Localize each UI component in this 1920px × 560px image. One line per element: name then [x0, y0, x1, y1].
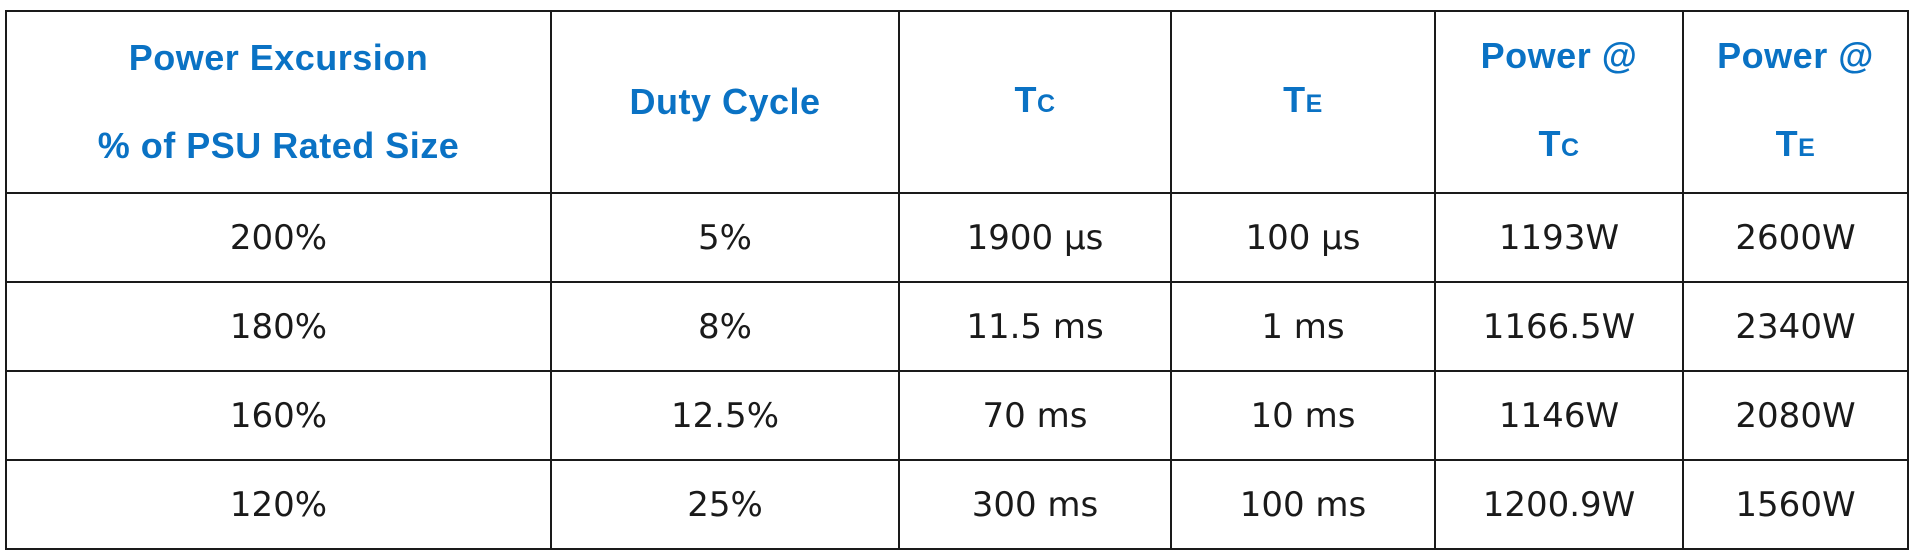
- cell-power-te: 1560W: [1682, 459, 1909, 550]
- table-row: 200% 5% 1900 μs 100 μs 1193W 2600W: [5, 192, 1909, 283]
- header-power-at-te: Power @ TE: [1682, 10, 1909, 194]
- header-power-at-tc-main: T: [1538, 123, 1561, 164]
- cell-excursion: 160%: [5, 370, 552, 461]
- cell-excursion: 180%: [5, 281, 552, 372]
- cell-tc: 1900 μs: [898, 192, 1172, 283]
- header-power-at-te-line2: TE: [1684, 100, 1907, 192]
- cell-duty-cycle: 8%: [550, 281, 900, 372]
- cell-power-tc: 1146W: [1434, 370, 1684, 461]
- cell-excursion: 200%: [5, 192, 552, 283]
- table-row: 180% 8% 11.5 ms 1 ms 1166.5W 2340W: [5, 281, 1909, 372]
- header-power-excursion-line2: % of PSU Rated Size: [97, 125, 460, 166]
- header-power-at-tc-line2: TC: [1436, 100, 1682, 192]
- cell-excursion: 120%: [5, 459, 552, 550]
- header-te: TE: [1170, 10, 1436, 194]
- header-tc: TC: [898, 10, 1172, 194]
- cell-duty-cycle: 12.5%: [550, 370, 900, 461]
- power-excursion-table: Power Excursion % of PSU Rated Size Duty…: [5, 10, 1909, 550]
- table-row: 120% 25% 300 ms 100 ms 1200.9W 1560W: [5, 459, 1909, 550]
- header-power-excursion-line1: Power Excursion: [128, 37, 429, 78]
- cell-te: 10 ms: [1170, 370, 1436, 461]
- cell-te: 100 ms: [1170, 459, 1436, 550]
- header-power-at-tc-line1: Power @: [1480, 35, 1638, 76]
- cell-te: 1 ms: [1170, 281, 1436, 372]
- cell-power-te: 2340W: [1682, 281, 1909, 372]
- table-row: 160% 12.5% 70 ms 10 ms 1146W 2080W: [5, 370, 1909, 461]
- header-te-main: T: [1283, 79, 1306, 120]
- header-power-at-tc: Power @ TC: [1434, 10, 1684, 194]
- cell-tc: 11.5 ms: [898, 281, 1172, 372]
- header-tc-main: T: [1014, 79, 1037, 120]
- header-power-excursion: Power Excursion % of PSU Rated Size: [5, 10, 552, 194]
- header-power-at-te-line1: Power @: [1717, 35, 1874, 76]
- header-power-at-te-main: T: [1775, 123, 1799, 164]
- cell-power-tc: 1200.9W: [1434, 459, 1684, 550]
- cell-power-te: 2080W: [1682, 370, 1909, 461]
- header-tc-sub: C: [1036, 90, 1056, 118]
- cell-power-tc: 1193W: [1434, 192, 1684, 283]
- header-duty-cycle: Duty Cycle: [550, 10, 900, 194]
- table-header-row: Power Excursion % of PSU Rated Size Duty…: [5, 10, 1909, 194]
- header-te-sub: E: [1305, 90, 1323, 118]
- cell-power-te: 2600W: [1682, 192, 1909, 283]
- cell-duty-cycle: 25%: [550, 459, 900, 550]
- cell-tc: 70 ms: [898, 370, 1172, 461]
- header-power-at-te-sub: E: [1798, 134, 1816, 162]
- cell-tc: 300 ms: [898, 459, 1172, 550]
- cell-duty-cycle: 5%: [550, 192, 900, 283]
- cell-te: 100 μs: [1170, 192, 1436, 283]
- cell-power-tc: 1166.5W: [1434, 281, 1684, 372]
- header-power-at-tc-sub: C: [1560, 134, 1580, 162]
